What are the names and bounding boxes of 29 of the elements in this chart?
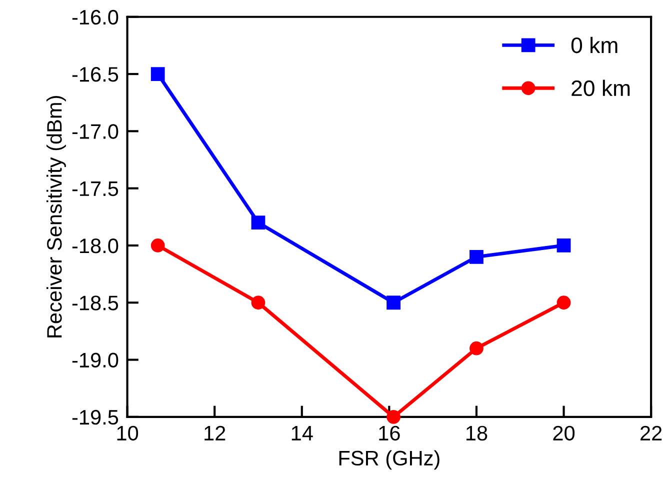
x-tick-label: 10 bbox=[117, 426, 138, 441]
point bbox=[470, 250, 484, 264]
x-axis-title: FSR (GHz) bbox=[339, 450, 440, 470]
x-tick-label: 18 bbox=[466, 426, 488, 441]
y-axis-title: Receiver Sensitivity (dBm) bbox=[46, 96, 66, 338]
legend-label: 20 km bbox=[572, 80, 630, 96]
point bbox=[150, 238, 165, 252]
point bbox=[386, 410, 400, 424]
x-tick-label: 16 bbox=[379, 426, 400, 441]
y-tick-label: -18.5 bbox=[72, 296, 118, 310]
point bbox=[470, 341, 484, 356]
point bbox=[556, 238, 571, 252]
point bbox=[251, 216, 266, 230]
point bbox=[251, 296, 266, 310]
y-tick-label: -17.5 bbox=[72, 182, 118, 196]
x-tick-label: 12 bbox=[204, 426, 226, 440]
point bbox=[386, 296, 400, 310]
y-tick-label: -19.5 bbox=[72, 410, 118, 425]
y-tick-label: -17.0 bbox=[72, 124, 118, 139]
x-tick-label: 22 bbox=[640, 426, 662, 440]
y-tick-label: -16.5 bbox=[72, 67, 118, 82]
x-tick-label: 14 bbox=[292, 426, 313, 440]
y-tick-label: -19.0 bbox=[72, 352, 118, 368]
point bbox=[150, 67, 165, 81]
x-tick-label: 20 bbox=[553, 426, 575, 441]
y-tick-label: -16.0 bbox=[72, 10, 118, 25]
legend-label: 0 km bbox=[571, 36, 618, 54]
point bbox=[556, 296, 571, 310]
y-tick-label: -18.0 bbox=[72, 238, 118, 254]
